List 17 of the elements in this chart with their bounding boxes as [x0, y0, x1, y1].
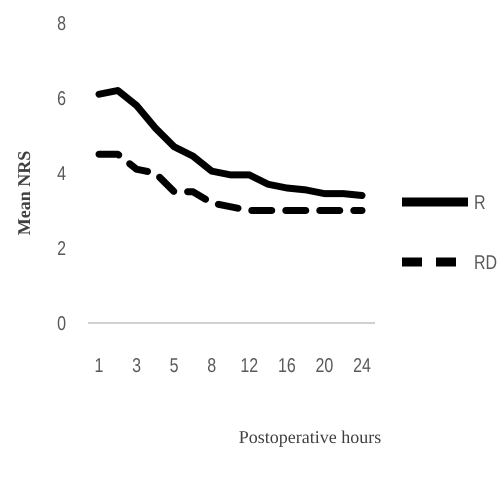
- x-tick-label: 20: [316, 354, 334, 376]
- y-tick-label: 4: [57, 162, 66, 184]
- x-tick-label: 16: [278, 354, 296, 376]
- x-tick-label: 12: [240, 354, 258, 376]
- x-tick-label: 3: [132, 354, 142, 376]
- y-tick-label: 8: [57, 12, 66, 34]
- y-tick-label: 2: [57, 237, 66, 260]
- x-tick-label: 1: [94, 354, 104, 376]
- legend-label: RD: [474, 251, 498, 274]
- x-tick-label: 5: [170, 354, 179, 376]
- y-tick-label: 6: [57, 87, 66, 110]
- y-axis-title: Mean NRS: [14, 150, 34, 236]
- x-tick-label: 8: [207, 354, 216, 376]
- legend-label: R: [474, 191, 486, 214]
- x-tick-label: 24: [353, 354, 371, 376]
- y-tick-label: 0: [57, 312, 66, 334]
- x-axis-title: Postoperative hours: [238, 427, 382, 447]
